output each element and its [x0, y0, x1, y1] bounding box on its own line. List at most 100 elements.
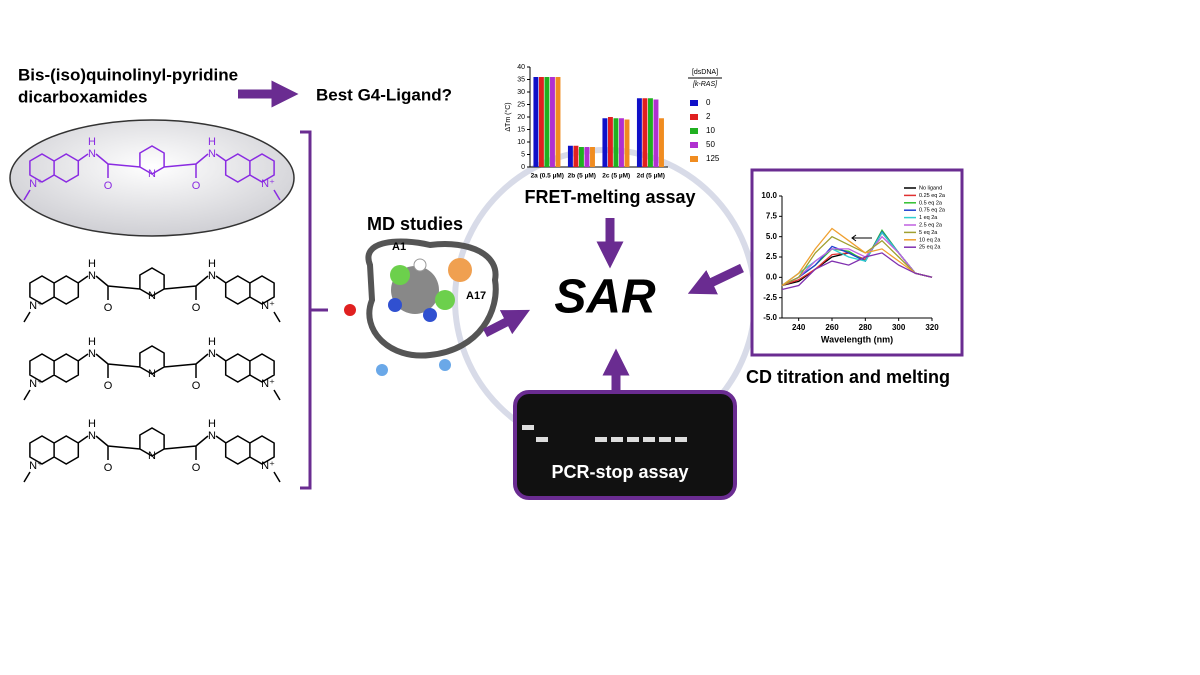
bonds	[23, 267, 281, 323]
bar	[624, 119, 630, 167]
x-tick-label: 2c (5 µM)	[602, 173, 630, 180]
gel-bands	[522, 425, 687, 442]
bonds	[23, 345, 281, 401]
cd-label: CD titration and melting	[746, 367, 950, 387]
ion	[439, 359, 451, 371]
legend-label: No ligand	[919, 185, 942, 191]
atom-label: N	[88, 148, 96, 160]
atom-label: H	[208, 336, 216, 348]
atom-label: O	[104, 180, 113, 192]
atom	[388, 298, 402, 312]
base	[390, 265, 410, 285]
y-tick-label: -5.0	[763, 313, 777, 322]
y-tick-label: 25	[517, 101, 525, 108]
bar	[659, 118, 664, 167]
gel	[513, 390, 737, 500]
base	[435, 290, 455, 310]
atom-label: N⁺	[29, 460, 43, 472]
md-label: MD studies	[367, 214, 463, 234]
bar	[538, 77, 544, 167]
legend-swatch	[690, 128, 698, 134]
legend-label: 0.75 eq 2a	[919, 208, 946, 214]
bar	[602, 118, 608, 167]
y-tick-label: 0	[521, 164, 525, 171]
y-tick-label: 15	[517, 126, 525, 133]
legend-label: 10	[706, 126, 715, 135]
bar	[636, 98, 642, 167]
atom-label: N⁺	[261, 460, 275, 472]
atom-label: H	[208, 418, 216, 430]
atom-label: N⁺	[29, 178, 43, 190]
legend-label: 50	[706, 140, 715, 149]
y-tick-label: 5	[521, 151, 525, 158]
legend-swatch	[690, 142, 698, 148]
bar	[533, 77, 539, 167]
bar	[567, 145, 573, 167]
x-tick-label: 2b (5 µM)	[568, 173, 596, 180]
bracket	[300, 130, 328, 490]
atom-label: O	[192, 302, 201, 314]
atom-label: H	[88, 258, 96, 270]
y-tick-label: 30	[517, 89, 525, 96]
y-tick-label: 7.5	[766, 211, 778, 220]
bar	[555, 77, 561, 167]
y-tick-label: 10	[517, 139, 525, 146]
x-tick-label: 320	[925, 323, 939, 332]
legend-label: 0.25 eq 2a	[919, 193, 946, 199]
x-tick-label: 2d (5 µM)	[637, 173, 665, 180]
atom-label: N	[148, 168, 156, 180]
x-axis-label: Wavelength (nm)	[821, 334, 893, 344]
atom-label: N	[208, 148, 216, 160]
atom-label: O	[192, 380, 201, 392]
cd-line	[781, 235, 933, 287]
cd-line	[781, 227, 933, 287]
bar	[642, 98, 648, 167]
bar	[550, 77, 555, 167]
legend-title: [dsDNA]	[692, 69, 718, 76]
legend-label: 5 eq 2a	[919, 230, 938, 236]
legend-label: 0	[706, 98, 711, 107]
atom-label: H	[88, 136, 96, 148]
fret-label: FRET-melting assay	[524, 187, 695, 207]
legend-swatch	[690, 114, 698, 120]
y-tick-label: 5.0	[766, 232, 778, 241]
md-panel: MD studies A1 A17	[344, 214, 499, 376]
x-tick-label: 300	[892, 323, 906, 332]
atom	[423, 308, 437, 322]
atom-label: N	[88, 430, 96, 442]
legend-swatch	[690, 100, 698, 106]
atom-label: N	[88, 348, 96, 360]
legend-label: 125	[706, 154, 720, 163]
legend-title: [k-RAS]	[692, 81, 718, 88]
y-tick-label: 40	[517, 64, 525, 71]
atom-label: O	[192, 462, 201, 474]
y-tick-label: 2.5	[766, 252, 778, 261]
question: Best G4-Ligand?	[316, 85, 452, 104]
bar	[647, 98, 653, 167]
title-line: Bis-(iso)quinolinyl-pyridine	[18, 65, 238, 84]
atom-label: N	[148, 450, 156, 462]
legend-label: 25 eq 2a	[919, 245, 941, 251]
y-axis-label: ΔTm (°C)	[504, 102, 512, 131]
legend-label: 2.5 eq 2a	[919, 222, 943, 228]
dna-backbone	[365, 238, 499, 359]
cd-line	[781, 252, 933, 291]
y-tick-label: 20	[517, 114, 525, 121]
bar	[607, 117, 613, 167]
ion	[344, 304, 356, 316]
arrow	[687, 263, 744, 295]
arrow	[482, 309, 531, 338]
bonds	[23, 427, 281, 483]
x-tick-label: 280	[859, 323, 873, 332]
y-tick-label: 0.0	[766, 272, 778, 281]
bar	[578, 147, 584, 167]
atom-label: N	[148, 368, 156, 380]
y-tick-label: -2.5	[763, 293, 777, 302]
bonds	[23, 145, 281, 201]
atom	[413, 258, 427, 272]
